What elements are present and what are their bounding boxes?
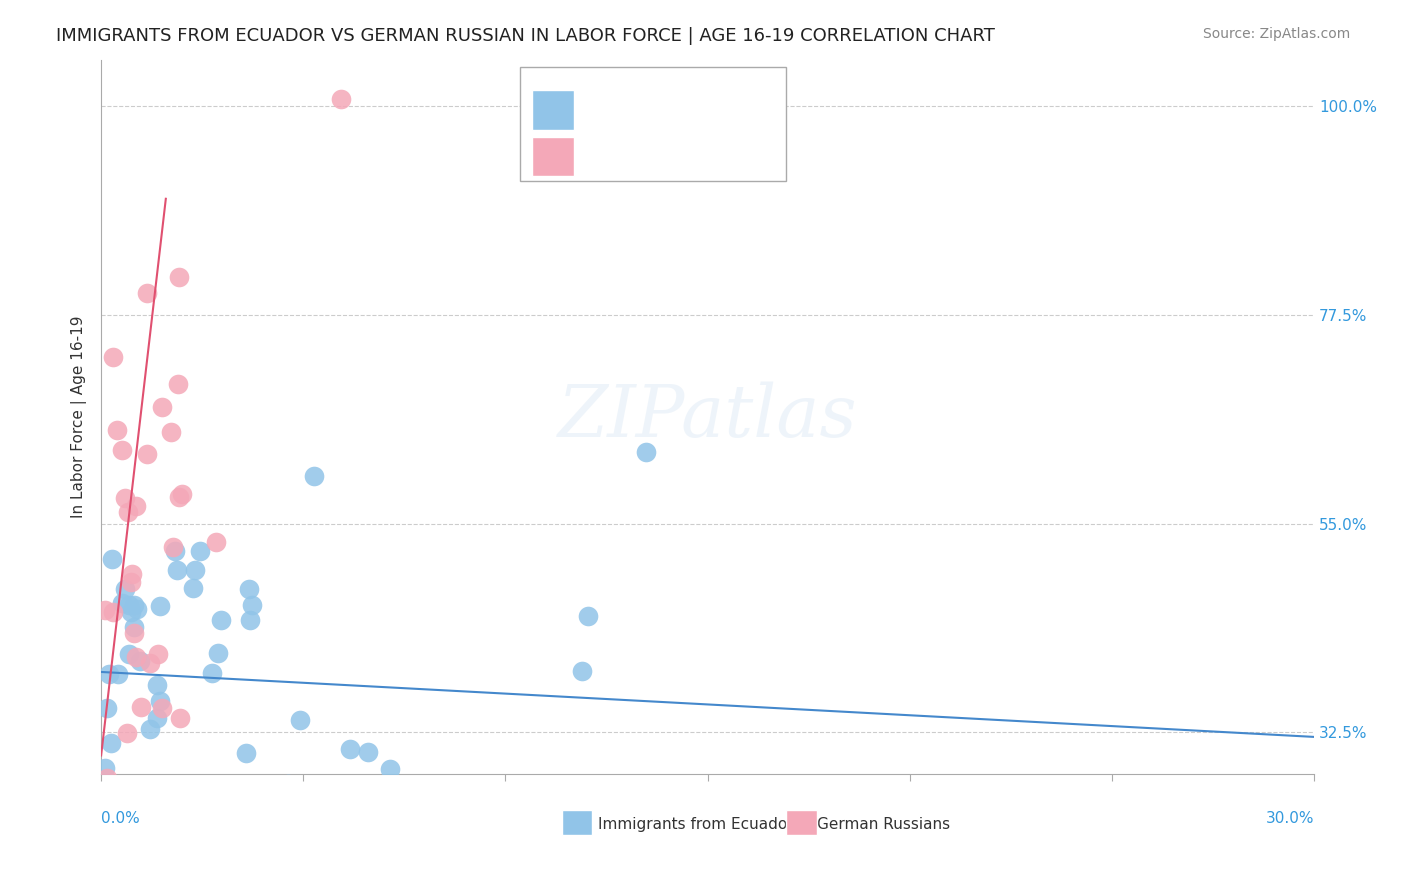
Text: R =: R = (581, 94, 619, 112)
Point (657, 869, 679, 883)
FancyBboxPatch shape (562, 810, 592, 835)
Point (115, 726, 138, 740)
Point (129, 700, 152, 714)
Point (105, 874, 128, 888)
Point (117, 598, 139, 612)
FancyBboxPatch shape (786, 810, 817, 835)
Point (96, 701, 118, 715)
Point (576, 609, 599, 624)
Point (238, 582, 260, 596)
Text: IMMIGRANTS FROM ECUADOR VS GERMAN RUSSIAN IN LABOR FORCE | AGE 16-19 CORRELATION: IMMIGRANTS FROM ECUADOR VS GERMAN RUSSIA… (56, 27, 995, 45)
Point (136, 447, 159, 461)
Point (209, 613, 232, 627)
Point (124, 500, 146, 514)
Point (146, 711, 169, 725)
Text: -0.117: -0.117 (628, 94, 693, 112)
Point (172, 486, 194, 500)
Text: ZIPatlas: ZIPatlas (558, 382, 858, 452)
Point (121, 566, 143, 581)
Point (302, 469, 325, 483)
Point (114, 491, 136, 506)
Point (136, 286, 159, 301)
Point (329, 92, 352, 106)
Point (101, 605, 124, 619)
Point (117, 505, 139, 519)
Point (188, 544, 211, 558)
Point (201, 666, 224, 681)
Point (207, 646, 229, 660)
Point (114, 582, 136, 596)
Text: 45: 45 (738, 94, 763, 112)
Point (167, 376, 190, 391)
Point (150, 400, 173, 414)
Point (103, 351, 125, 365)
Point (290, 713, 312, 727)
FancyBboxPatch shape (520, 67, 786, 181)
Point (100, 736, 122, 750)
Point (167, 490, 190, 504)
Point (111, 596, 134, 610)
Point (107, 666, 129, 681)
Point (97, 667, 120, 681)
Point (636, 444, 658, 458)
Point (163, 544, 186, 558)
Text: R =: R = (581, 140, 619, 158)
Point (120, 575, 142, 590)
Point (138, 723, 160, 737)
Point (125, 649, 148, 664)
Point (124, 626, 146, 640)
Point (127, 602, 149, 616)
Text: N =: N = (702, 94, 741, 112)
FancyBboxPatch shape (531, 90, 574, 129)
Point (571, 665, 593, 679)
Point (169, 269, 191, 284)
Point (138, 656, 160, 670)
Point (357, 745, 380, 759)
Point (122, 598, 145, 612)
Text: Source: ZipAtlas.com: Source: ZipAtlas.com (1202, 27, 1350, 41)
Point (239, 613, 262, 627)
Point (184, 563, 207, 577)
Point (415, 797, 437, 811)
Point (128, 654, 150, 668)
Point (101, 551, 124, 566)
Text: Immigrants from Ecuador: Immigrants from Ecuador (599, 816, 794, 831)
Point (122, 620, 145, 634)
Point (169, 711, 191, 725)
Point (94, 603, 117, 617)
Text: 0.0%: 0.0% (101, 811, 139, 826)
Point (149, 694, 172, 708)
Point (150, 700, 173, 714)
Point (105, 423, 128, 437)
Point (339, 742, 361, 756)
Point (378, 762, 401, 776)
Point (162, 540, 184, 554)
Point (243, 781, 266, 796)
Point (205, 534, 228, 549)
Point (478, 794, 501, 808)
Text: 0.643: 0.643 (628, 140, 686, 158)
Point (149, 599, 172, 613)
Point (120, 605, 142, 619)
Point (160, 425, 183, 439)
Text: 30.0%: 30.0% (1265, 811, 1315, 826)
Point (181, 582, 204, 596)
Point (277, 777, 299, 791)
Text: N =: N = (702, 140, 741, 158)
Point (94, 761, 117, 775)
Point (111, 443, 134, 458)
Text: 32: 32 (738, 140, 763, 158)
Point (166, 563, 188, 577)
Point (235, 747, 257, 761)
Y-axis label: In Labor Force | Age 16-19: In Labor Force | Age 16-19 (72, 316, 87, 518)
Point (117, 647, 139, 661)
Point (148, 647, 170, 661)
Text: German Russians: German Russians (817, 816, 950, 831)
FancyBboxPatch shape (531, 136, 574, 176)
Point (146, 678, 169, 692)
Point (110, 888, 132, 892)
Point (96, 771, 118, 785)
Point (242, 599, 264, 613)
